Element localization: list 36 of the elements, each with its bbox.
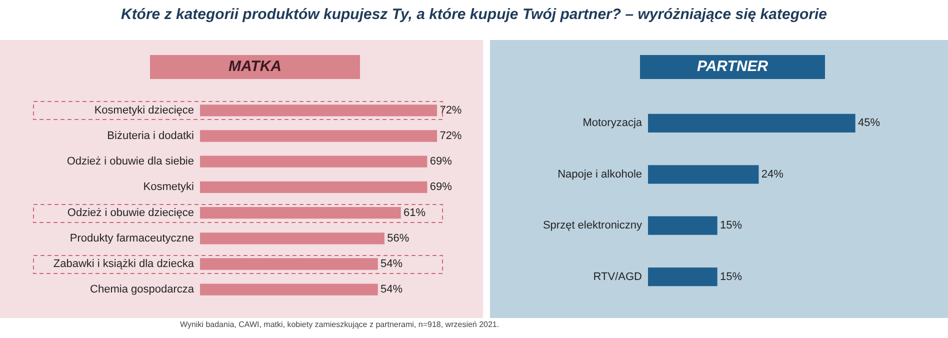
y-tick-label: Sprzęt elektroniczny <box>542 220 642 232</box>
bar <box>200 156 428 168</box>
data-label: 61% <box>404 206 426 219</box>
y-tick-label: Motoryzacja <box>582 117 643 130</box>
data-label: 15% <box>720 220 742 232</box>
y-tick-label: Napoje i alkohole <box>558 168 642 180</box>
text: Wyniki badania, CAWI, matki, kobiety zamieszkujące z partnerami, n=918, wrzesień 2021. <box>180 320 500 329</box>
data-label: 69% <box>430 181 452 194</box>
y-tick-label: Biżuteria i dodatki <box>107 130 194 142</box>
y-tick-label: Kosmetyki <box>143 181 194 194</box>
data-label: 15% <box>720 270 742 283</box>
chart-title: MATKA <box>150 55 360 79</box>
data-label: 54% <box>380 284 403 296</box>
data-label: 45% <box>858 117 880 130</box>
data-label: 72% <box>440 104 462 116</box>
y-tick-label: RTV/AGD <box>593 270 642 283</box>
bar <box>200 104 438 116</box>
data-label: 72% <box>440 130 462 142</box>
bar <box>200 130 438 142</box>
y-tick-label: Produkty farmaceutyczne <box>70 232 194 244</box>
y-tick-label: Kosmetyki dziecięce <box>94 104 194 116</box>
text: Które z kategorii produktów kupujesz Ty, a które kupuje Twój partner? – wyróżniające się kategorie <box>120 6 828 23</box>
bar <box>200 258 378 270</box>
bar <box>200 232 384 244</box>
chart-title: PARTNER <box>640 55 825 79</box>
data-label: 24% <box>761 168 784 180</box>
data-label: 69% <box>430 156 452 168</box>
y-tick-label: Zabawki i książki dla dziecka <box>53 258 195 270</box>
data-label: 54% <box>380 258 403 270</box>
bar <box>200 206 401 219</box>
bar <box>200 181 428 194</box>
data-label: 56% <box>387 232 410 244</box>
y-tick-label: Odzież i obuwie dziecięce <box>67 206 194 219</box>
y-tick-label: Chemia gospodarcza <box>90 284 195 296</box>
y-tick-label: Odzież i obuwie dla siebie <box>66 156 194 168</box>
bar <box>200 284 378 296</box>
